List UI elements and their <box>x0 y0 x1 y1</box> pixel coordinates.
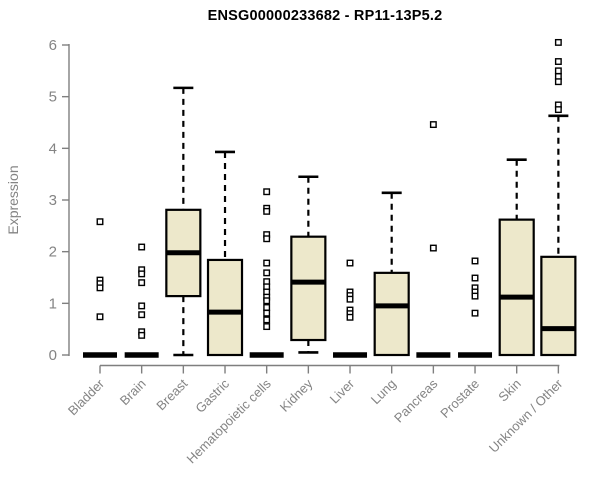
outlier-pancreas <box>429 244 437 252</box>
y-tick-label: 2 <box>49 244 57 261</box>
x-tick-label: Pancreas <box>391 376 441 426</box>
box-skin <box>498 218 535 357</box>
median-bar-hematopoietic-cells <box>249 352 284 358</box>
outlier-hematopoietic-cells <box>263 316 271 324</box>
outlier-brain <box>138 243 146 251</box>
median-bar-brain <box>124 352 159 358</box>
median-bar-bladder <box>83 352 117 358</box>
outlier-unknown-other <box>554 78 562 86</box>
x-tick-label: Brain <box>117 376 149 408</box>
x-tick-label: Liver <box>327 376 358 407</box>
outlier-hematopoietic-cells <box>263 188 271 196</box>
outlier-brain <box>138 331 146 339</box>
outlier-brain <box>138 302 146 310</box>
outlier-hematopoietic-cells <box>263 259 271 267</box>
x-tick-label: Skin <box>495 376 523 404</box>
outlier-hematopoietic-cells <box>263 235 271 243</box>
x-tick-label: Gastric <box>192 376 232 416</box>
outlier-prostate <box>471 257 479 265</box>
x-tick-label: Lung <box>368 376 399 407</box>
outlier-prostate <box>471 274 479 282</box>
outlier-unknown-other <box>554 67 562 75</box>
outlier-bladder <box>96 284 104 292</box>
outlier-unknown-other <box>554 58 562 65</box>
x-tick-label: Bladder <box>65 376 108 419</box>
outlier-hematopoietic-cells <box>263 304 271 311</box>
outlier-hematopoietic-cells <box>263 323 271 331</box>
outlier-brain <box>138 270 146 278</box>
outlier-bladder <box>96 218 104 226</box>
median-bar-pancreas <box>416 352 451 358</box>
y-tick-label: 1 <box>49 295 57 312</box>
y-tick-label: 4 <box>49 140 57 157</box>
outlier-liver <box>346 259 354 267</box>
box-gastric <box>206 258 244 357</box>
outlier-liver <box>346 295 354 303</box>
outlier-hematopoietic-cells <box>263 297 271 305</box>
outlier-brain <box>138 311 146 319</box>
y-tick-label: 5 <box>49 89 57 106</box>
outlier-liver <box>346 313 354 321</box>
outlier-prostate <box>471 292 479 300</box>
box-unknown-other <box>540 255 577 357</box>
outlier-prostate <box>471 309 479 317</box>
box-kidney <box>290 235 327 342</box>
outlier-brain <box>138 279 146 287</box>
median-bar-liver <box>333 352 368 358</box>
x-tick-label: Unknown / Other <box>486 376 566 456</box>
outlier-bladder <box>96 313 104 321</box>
outlier-unknown-other <box>554 106 562 114</box>
y-tick-label: 3 <box>49 192 57 209</box>
y-tick-label: 6 <box>49 37 57 54</box>
outlier-unknown-other <box>554 38 562 46</box>
x-tick-label: Prostate <box>437 376 482 421</box>
y-tick-label: 0 <box>49 347 57 364</box>
chart-title: ENSG00000233682 - RP11-13P5.2 <box>207 8 443 24</box>
outlier-hematopoietic-cells <box>263 309 271 317</box>
outlier-hematopoietic-cells <box>263 207 271 215</box>
outlier-pancreas <box>429 121 437 129</box>
x-tick-label: Kidney <box>277 376 316 415</box>
box-lung <box>373 271 410 357</box>
outlier-hematopoietic-cells <box>263 269 271 277</box>
median-bar-prostate <box>458 352 493 358</box>
x-tick-label: Breast <box>153 376 190 413</box>
